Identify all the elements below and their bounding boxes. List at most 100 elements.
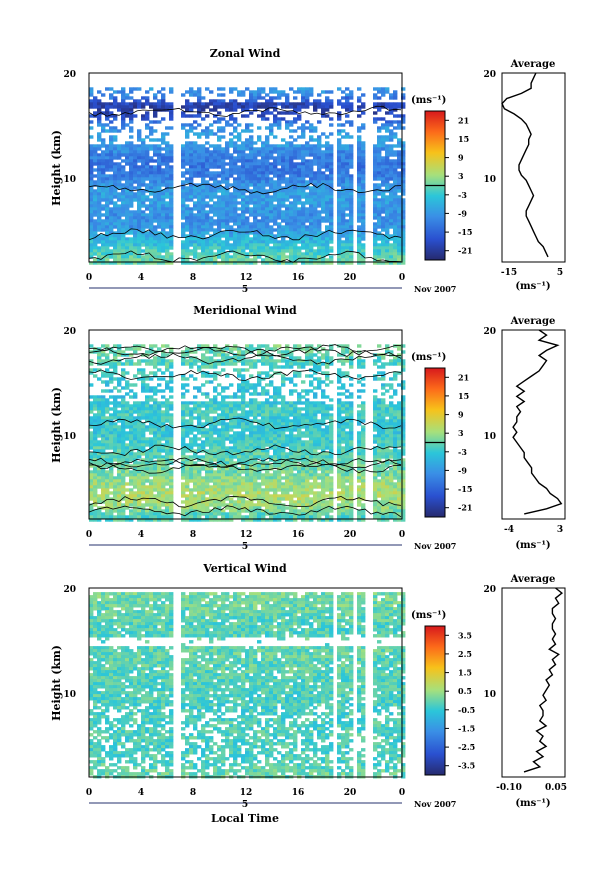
heatmap-cell	[361, 225, 366, 229]
heatmap-cell	[213, 108, 218, 112]
heatmap-cell	[185, 216, 190, 220]
heatmap-cell	[257, 344, 262, 348]
heatmap-cell	[133, 404, 138, 408]
heatmap-cell	[377, 365, 382, 369]
heatmap-cell	[197, 389, 202, 393]
heatmap-cell	[377, 344, 382, 348]
heatmap-cell	[341, 255, 346, 259]
heatmap-cell	[145, 102, 150, 106]
heatmap-cell	[361, 150, 366, 154]
heatmap-cell	[317, 189, 322, 193]
heatmap-cell	[161, 132, 166, 136]
heatmap-cell	[201, 356, 206, 360]
heatmap-cell	[261, 174, 266, 178]
heatmap-cell	[337, 159, 342, 163]
heatmap-cell	[121, 102, 126, 106]
heatmap-cell	[397, 153, 402, 157]
heatmap-cell	[317, 93, 322, 97]
heatmap-cell	[241, 380, 246, 384]
heatmap-cell	[205, 347, 210, 351]
heatmap-cell	[233, 192, 238, 196]
heatmap-cell	[193, 401, 198, 405]
heatmap-cell	[165, 231, 170, 235]
heatmap-cell	[141, 431, 146, 435]
heatmap-cell	[249, 365, 254, 369]
heatmap-cell	[393, 240, 398, 244]
heatmap-cell	[321, 198, 326, 202]
heatmap-cell	[117, 192, 122, 196]
heatmap-cell	[213, 186, 218, 190]
heatmap-cell	[385, 225, 390, 229]
heatmap-cell	[317, 177, 322, 181]
heatmap-cell	[233, 105, 238, 109]
heatmap-cell	[301, 395, 306, 399]
heatmap-cell	[337, 246, 342, 250]
heatmap-cell	[121, 120, 126, 124]
heatmap-cell	[257, 159, 262, 163]
heatmap-cell	[189, 165, 194, 169]
heatmap-cell	[97, 156, 102, 160]
heatmap-cell	[105, 150, 110, 154]
heatmap-cell	[93, 174, 98, 178]
heatmap-cell	[153, 246, 158, 250]
heatmap-cell	[101, 129, 106, 133]
heatmap-cell	[237, 156, 242, 160]
heatmap-cell	[141, 213, 146, 217]
heatmap-cell	[381, 207, 386, 211]
heatmap-cell	[145, 96, 150, 100]
heatmap-cell	[121, 144, 126, 148]
heatmap-cell	[113, 434, 118, 438]
zonal-wind-panel: Zonal Wind Height (km) 20 10 0 4 8 12 16…	[50, 47, 566, 295]
heatmap-cell	[221, 150, 226, 154]
heatmap-cell	[273, 428, 278, 432]
heatmap-cell	[277, 410, 282, 414]
heatmap-cell	[213, 395, 218, 399]
heatmap-cell	[273, 96, 278, 100]
heatmap-cell	[241, 174, 246, 178]
heatmap-cell	[337, 422, 342, 426]
heatmap-cell	[289, 162, 294, 166]
heatmap-cell	[397, 219, 402, 223]
heatmap-cell	[381, 171, 386, 175]
heatmap-cell	[105, 216, 110, 220]
heatmap-cell	[317, 144, 322, 148]
heatmap-cell	[97, 105, 102, 109]
heatmap-cell	[141, 401, 146, 405]
heatmap-cell	[249, 105, 254, 109]
heatmap-cell	[221, 425, 226, 429]
heatmap-cell	[165, 428, 170, 432]
heatmap-cell	[145, 225, 150, 229]
heatmap-cell	[357, 177, 362, 181]
heatmap-cell	[229, 210, 234, 214]
heatmap-cell	[349, 419, 354, 423]
heatmap-cell	[193, 165, 198, 169]
heatmap-cell	[397, 237, 402, 241]
heatmap-cell	[161, 240, 166, 244]
heatmap-cell	[329, 344, 334, 348]
heatmap-cell	[157, 216, 162, 220]
heatmap-cell	[149, 177, 154, 181]
heatmap-cell	[281, 356, 286, 360]
heatmap-cell	[385, 422, 390, 426]
heatmap-cell	[169, 419, 174, 423]
heatmap-cell	[97, 111, 102, 115]
heatmap-cell	[341, 90, 346, 94]
heatmap-cell	[125, 401, 130, 405]
heatmap-cell	[285, 437, 290, 441]
heatmap-cell	[305, 359, 310, 363]
heatmap-cell	[253, 150, 258, 154]
heatmap-cell	[349, 192, 354, 196]
heatmap-cell	[249, 213, 254, 217]
zonal-xtick-12: 12	[240, 273, 253, 283]
heatmap-cell	[285, 165, 290, 169]
heatmap-cell	[217, 180, 222, 184]
heatmap-cell	[205, 237, 210, 241]
heatmap-cell	[217, 237, 222, 241]
heatmap-cell	[245, 204, 250, 208]
heatmap-cell	[337, 150, 342, 154]
heatmap-cell	[133, 231, 138, 235]
heatmap-cell	[89, 225, 94, 229]
heatmap-cell	[377, 177, 382, 181]
heatmap-cell	[297, 177, 302, 181]
heatmap-cell	[125, 204, 130, 208]
